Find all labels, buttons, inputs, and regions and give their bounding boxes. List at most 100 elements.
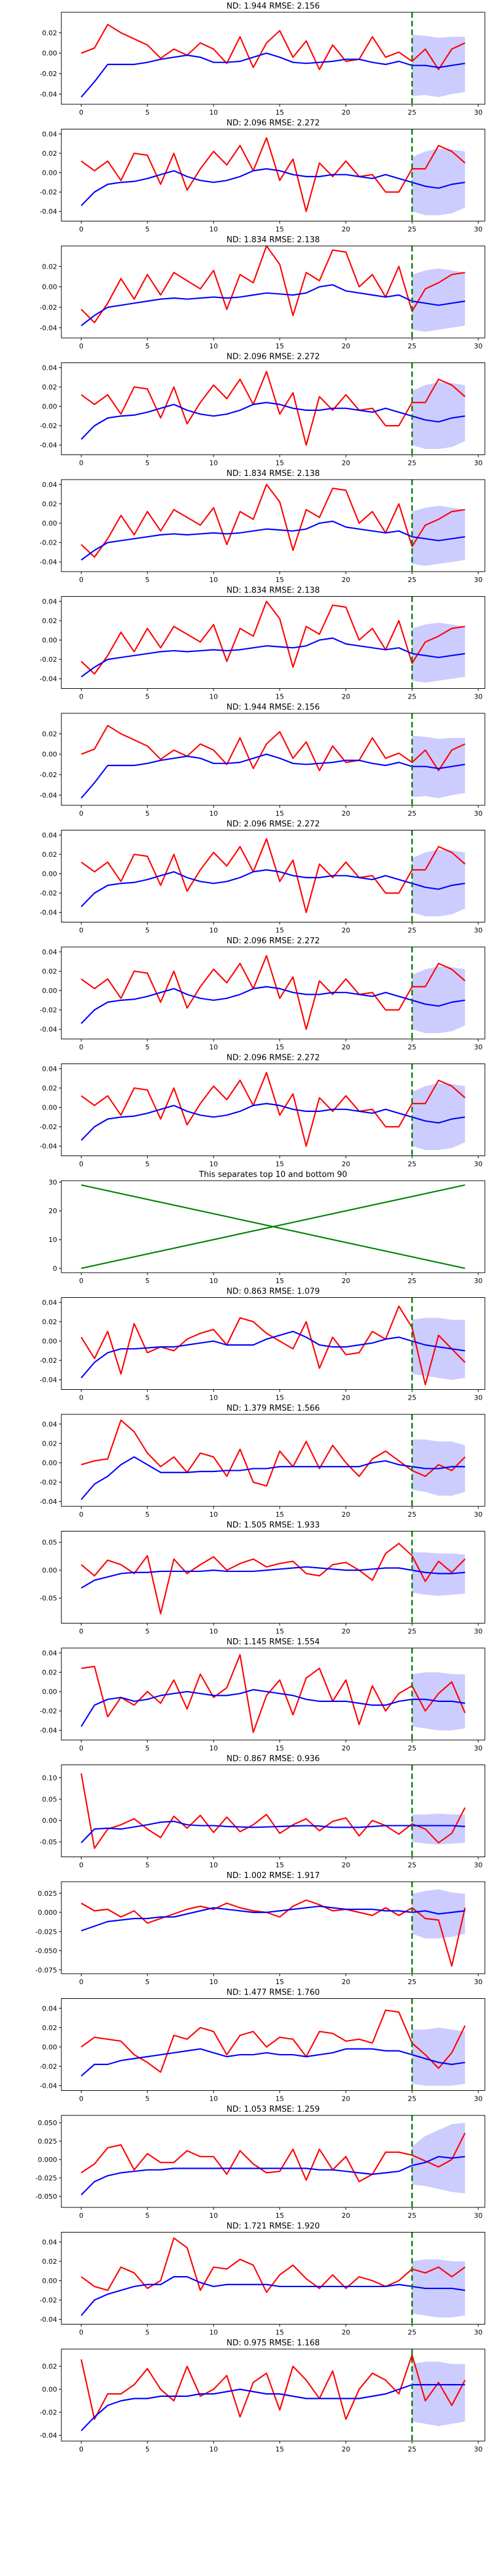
series-line-2 bbox=[80, 52, 465, 98]
series-line-1 bbox=[81, 1419, 466, 1487]
x-tick-label: 25 bbox=[408, 2329, 416, 2337]
y-tick-label: -0.04 bbox=[40, 324, 57, 332]
x-tick-label: 30 bbox=[474, 109, 482, 117]
axes-frame bbox=[61, 830, 485, 922]
x-tick-label: 30 bbox=[474, 2212, 482, 2220]
y-tick-label: 0.02 bbox=[42, 1439, 58, 1447]
x-tick-label: 20 bbox=[342, 226, 350, 234]
x-tick-label: 5 bbox=[145, 1277, 150, 1285]
subplot-title: ND: 1.379 RMSE: 1.566 bbox=[226, 1404, 320, 1413]
subplot-title: ND: 1.721 RMSE: 1.920 bbox=[226, 2222, 320, 2231]
x-tick-label: 20 bbox=[342, 2329, 350, 2337]
x-tick-label: 30 bbox=[474, 226, 482, 234]
subplot-5: ND: 1.834 RMSE: 2.138 0 5 10 15 20 25 30 -0.04 -0… bbox=[40, 469, 485, 584]
uncertainty-band bbox=[412, 148, 465, 216]
uncertainty-band bbox=[412, 849, 465, 917]
x-tick-label: 20 bbox=[342, 459, 350, 467]
uncertainty-band bbox=[412, 2027, 465, 2086]
x-tick-label: 30 bbox=[474, 342, 482, 350]
x-tick-label: 25 bbox=[408, 1511, 416, 1519]
y-tick-label: -0.04 bbox=[40, 675, 57, 683]
x-tick-label: 0 bbox=[79, 1043, 83, 1051]
y-tick-label: 0.04 bbox=[42, 364, 58, 372]
series-line-2 bbox=[80, 637, 465, 678]
x-tick-label: 5 bbox=[145, 1628, 150, 1636]
uncertainty-band bbox=[412, 623, 465, 683]
y-tick-label: -0.02 bbox=[40, 304, 57, 312]
x-tick-label: 20 bbox=[342, 1511, 350, 1519]
subplot-3: ND: 1.834 RMSE: 2.138 0 5 10 15 20 25 30 -0.04 -0… bbox=[40, 236, 485, 350]
x-tick-label: 30 bbox=[474, 1628, 482, 1636]
y-tick-label: 0.00 bbox=[42, 2277, 58, 2285]
x-tick-label: 0 bbox=[79, 1628, 83, 1636]
series-line-1 bbox=[80, 2133, 466, 2183]
y-tick-label: 0.02 bbox=[42, 263, 58, 270]
series-line-1 bbox=[80, 2237, 466, 2293]
x-tick-label: 25 bbox=[408, 1160, 416, 1168]
x-tick-label: 15 bbox=[276, 1160, 284, 1168]
x-tick-label: 30 bbox=[474, 1394, 482, 1402]
x-tick-label: 30 bbox=[474, 1978, 482, 1986]
y-tick-label: 0.02 bbox=[42, 500, 58, 508]
x-tick-label: 0 bbox=[79, 1277, 83, 1285]
subplot-9: ND: 2.096 RMSE: 2.272 0 5 10 15 20 25 30 -0.04 -0… bbox=[40, 937, 485, 1051]
series-line-1 bbox=[80, 23, 466, 71]
uncertainty-band bbox=[412, 268, 465, 332]
x-tick-label: 0 bbox=[79, 1511, 83, 1519]
x-tick-label: 15 bbox=[276, 810, 284, 818]
x-tick-label: 30 bbox=[474, 1043, 482, 1051]
series-line-2 bbox=[80, 168, 465, 207]
y-tick-label: -0.02 bbox=[40, 188, 57, 196]
series-line-1 bbox=[81, 1654, 466, 1733]
y-tick-label: -0.04 bbox=[40, 2082, 57, 2090]
x-tick-label: 15 bbox=[276, 1628, 284, 1636]
y-tick-label: 0.00 bbox=[42, 403, 58, 411]
x-tick-label: 10 bbox=[209, 1160, 218, 1168]
subplot-title: ND: 1.145 RMSE: 1.554 bbox=[226, 1638, 320, 1647]
axes-frame bbox=[61, 1765, 485, 1857]
y-tick-label: 30 bbox=[48, 1178, 57, 1186]
x-tick-label: 15 bbox=[276, 2095, 284, 2103]
x-tick-label: 20 bbox=[342, 1744, 350, 1752]
x-tick-label: 20 bbox=[342, 1394, 350, 1402]
x-tick-label: 25 bbox=[408, 459, 416, 467]
y-tick-label: -0.02 bbox=[40, 1123, 57, 1131]
y-tick-label: 0.05 bbox=[42, 1539, 58, 1547]
x-tick-label: 10 bbox=[209, 1861, 218, 1869]
x-tick-label: 10 bbox=[209, 1394, 218, 1402]
y-tick-label: 0.050 bbox=[38, 2119, 58, 2127]
series-line-2 bbox=[80, 2276, 465, 2317]
x-tick-label: 10 bbox=[209, 927, 218, 935]
y-tick-label: 0.02 bbox=[42, 29, 58, 37]
subplot-20: ND: 1.721 RMSE: 1.920 0 5 10 15 20 25 30 -0.04 -0… bbox=[40, 2222, 485, 2337]
subplot-1: ND: 1.944 RMSE: 2.156 0 5 10 15 20 25 30 -0.04 -0… bbox=[40, 2, 485, 117]
x-tick-label: 10 bbox=[209, 342, 218, 350]
subplot-title: ND: 1.834 RMSE: 2.138 bbox=[226, 586, 320, 596]
y-tick-label: 0.00 bbox=[42, 1566, 58, 1574]
y-tick-label: 0.04 bbox=[42, 2004, 58, 2012]
axes-frame bbox=[61, 1881, 485, 1974]
x-tick-label: 0 bbox=[79, 576, 83, 584]
axes-frame bbox=[61, 1414, 485, 1507]
y-tick-label: 0.02 bbox=[42, 2024, 58, 2032]
x-tick-label: 30 bbox=[474, 1511, 482, 1519]
series-line-2 bbox=[80, 1905, 465, 1932]
y-tick-label: -0.04 bbox=[40, 2316, 57, 2324]
y-tick-label: 0.00 bbox=[42, 637, 58, 645]
y-tick-label: -0.04 bbox=[40, 208, 57, 216]
series-line-1 bbox=[80, 1071, 466, 1147]
subplot-title: ND: 1.944 RMSE: 2.156 bbox=[226, 703, 320, 712]
x-tick-label: 20 bbox=[342, 1277, 350, 1285]
y-tick-label: 0.04 bbox=[42, 831, 58, 839]
series-line-2 bbox=[80, 520, 465, 561]
y-tick-label: -0.02 bbox=[40, 1357, 57, 1365]
subplot-18: ND: 1.477 RMSE: 1.760 0 5 10 15 20 25 30 -0.04 -0… bbox=[40, 1988, 485, 2103]
axes-frame bbox=[61, 1647, 485, 1741]
subplot-8: ND: 2.096 RMSE: 2.272 0 5 10 15 20 25 30 -0.04 -0… bbox=[40, 820, 485, 935]
axes-frame bbox=[61, 1297, 485, 1390]
subplot-title: This separates top 10 and bottom 90 bbox=[198, 1170, 347, 1179]
axes-frame bbox=[61, 1998, 485, 2091]
uncertainty-band bbox=[412, 34, 465, 98]
x-tick-label: 0 bbox=[79, 1861, 83, 1869]
